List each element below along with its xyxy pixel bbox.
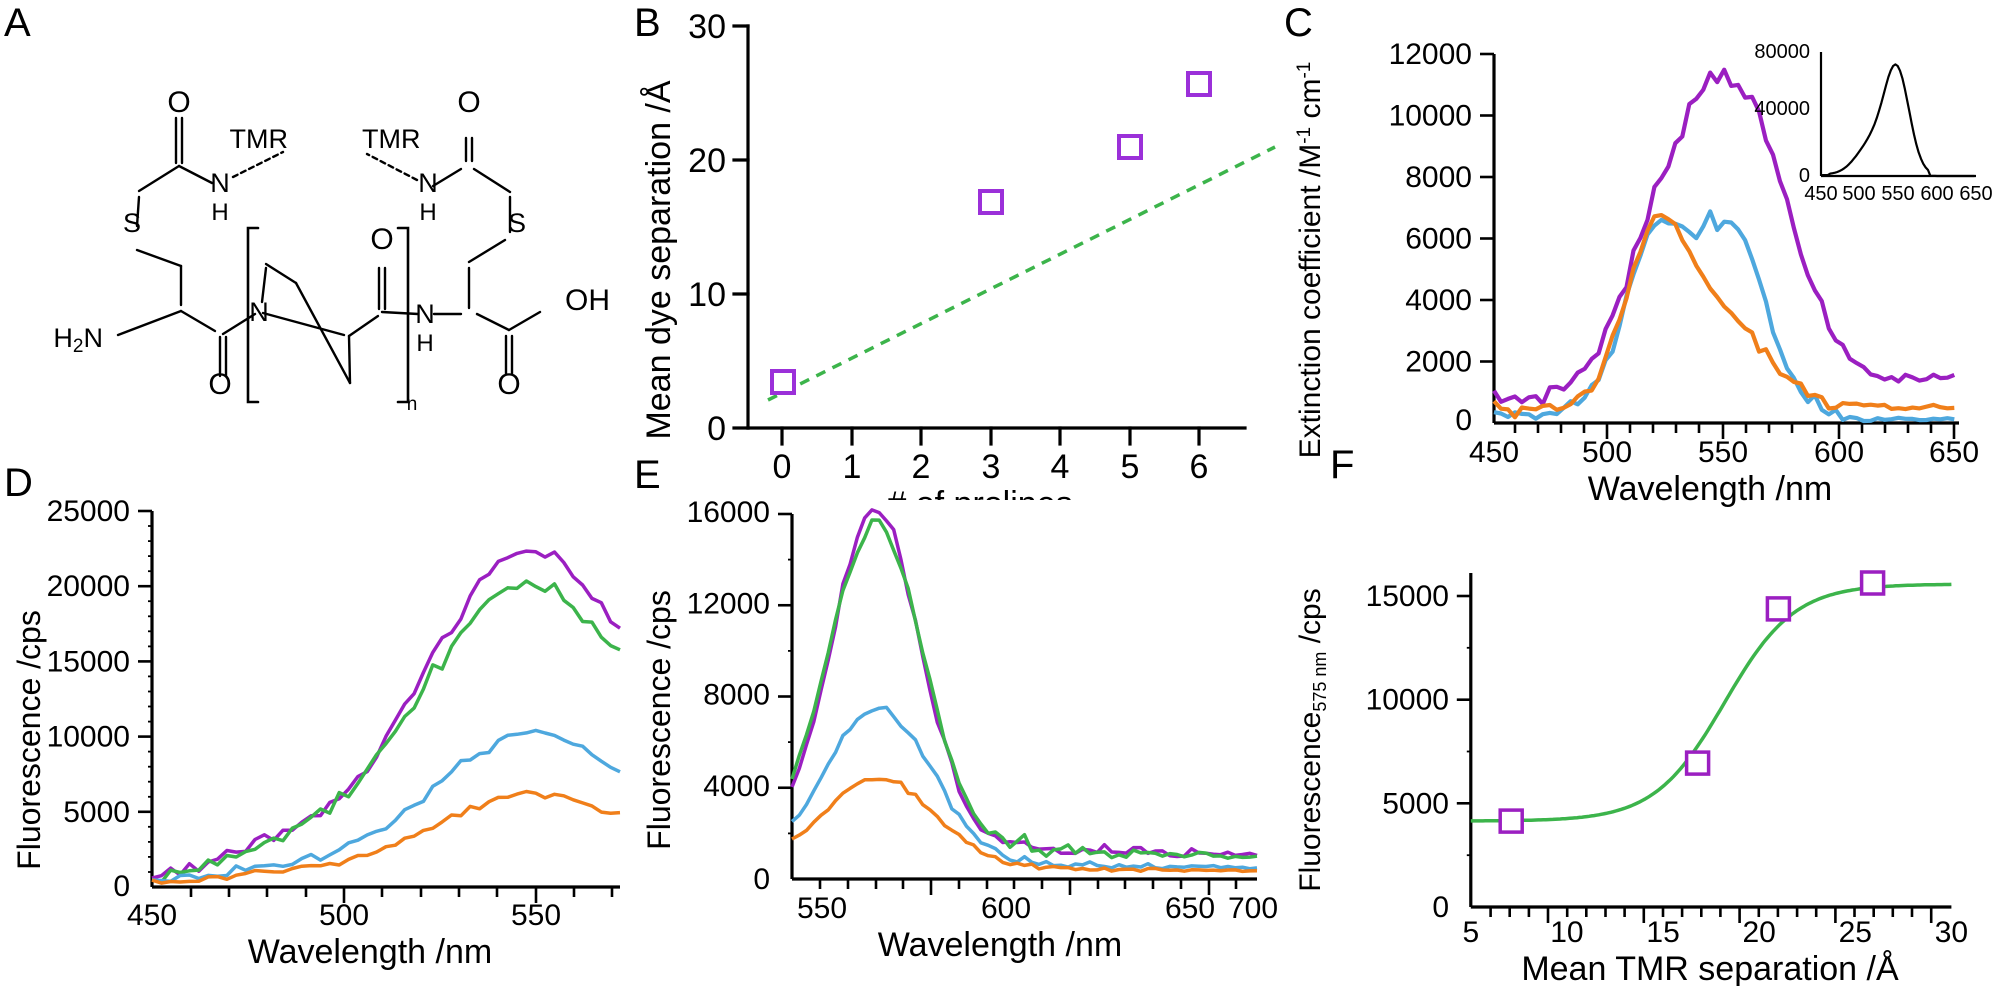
svg-text:O: O <box>208 368 231 401</box>
svg-text:TMR: TMR <box>230 124 288 154</box>
svg-text:H: H <box>211 199 228 226</box>
svg-text:5000: 5000 <box>1382 787 1449 820</box>
svg-text:550: 550 <box>797 892 847 925</box>
svg-text:2000: 2000 <box>1405 346 1472 379</box>
svg-text:5000: 5000 <box>63 796 130 829</box>
svg-text:4000: 4000 <box>703 770 770 803</box>
svg-text:Mean dye separation /Å: Mean dye separation /Å <box>640 80 678 439</box>
svg-text:450: 450 <box>127 899 177 932</box>
svg-text:0: 0 <box>753 863 770 896</box>
svg-text:C: C <box>1284 1 1313 45</box>
svg-text:600: 600 <box>1814 436 1864 469</box>
svg-text:16000: 16000 <box>687 496 770 529</box>
svg-text:H2N: H2N <box>53 323 103 357</box>
svg-text:E: E <box>634 453 661 497</box>
svg-text:D: D <box>4 461 33 505</box>
svg-text:O: O <box>457 86 480 119</box>
svg-text:550: 550 <box>511 899 561 932</box>
svg-text:700: 700 <box>1228 892 1278 925</box>
svg-text:A: A <box>4 1 31 45</box>
svg-text:1: 1 <box>843 448 862 486</box>
svg-text:600: 600 <box>981 892 1031 925</box>
svg-text:30: 30 <box>1935 916 1968 949</box>
svg-text:10: 10 <box>1550 916 1583 949</box>
svg-text:H: H <box>419 199 436 226</box>
svg-text:F: F <box>1330 443 1354 487</box>
svg-text:10000: 10000 <box>1389 100 1472 133</box>
svg-text:H: H <box>416 330 433 357</box>
svg-text:Extinction coefficient /M-1 cm: Extinction coefficient /M-1 cm-1 <box>1294 62 1327 459</box>
svg-text:S: S <box>123 208 141 238</box>
svg-text:N: N <box>210 168 230 198</box>
svg-text:6: 6 <box>1190 448 1209 486</box>
svg-text:600: 600 <box>1920 183 1953 205</box>
svg-text:5: 5 <box>1462 916 1479 949</box>
svg-text:650: 650 <box>1959 183 1992 205</box>
svg-text:25: 25 <box>1839 916 1872 949</box>
svg-text:450: 450 <box>1804 183 1837 205</box>
svg-text:5: 5 <box>1121 448 1140 486</box>
svg-text:8000: 8000 <box>703 679 770 712</box>
svg-text:10: 10 <box>688 276 726 314</box>
svg-text:Wavelength /nm: Wavelength /nm <box>878 926 1122 964</box>
svg-text:Mean TMR separation /Å: Mean TMR separation /Å <box>1521 950 1899 986</box>
svg-text:550: 550 <box>1881 183 1914 205</box>
svg-text:3: 3 <box>982 448 1001 486</box>
svg-text:650: 650 <box>1929 436 1979 469</box>
svg-text:15000: 15000 <box>1366 580 1449 613</box>
svg-text:10000: 10000 <box>1366 684 1449 717</box>
svg-text:S: S <box>508 208 526 238</box>
svg-text:450: 450 <box>1469 436 1519 469</box>
svg-text:15000: 15000 <box>47 645 130 678</box>
svg-text:O: O <box>370 223 393 256</box>
svg-text:N: N <box>418 168 438 198</box>
svg-text:n: n <box>407 394 418 415</box>
svg-text:O: O <box>497 368 520 401</box>
svg-text:10000: 10000 <box>47 721 130 754</box>
svg-text:O: O <box>167 86 190 119</box>
svg-text:25000: 25000 <box>47 495 130 528</box>
svg-text:20000: 20000 <box>47 570 130 603</box>
svg-text:12000: 12000 <box>1389 38 1472 71</box>
svg-text:Fluorescence575 nm /cps: Fluorescence575 nm /cps <box>1294 588 1330 892</box>
svg-text:20: 20 <box>688 142 726 180</box>
svg-text:0: 0 <box>773 448 792 486</box>
svg-text:550: 550 <box>1698 436 1748 469</box>
svg-text:0: 0 <box>707 410 726 448</box>
svg-text:12000: 12000 <box>687 587 770 620</box>
svg-text:500: 500 <box>1842 183 1875 205</box>
svg-text:2: 2 <box>912 448 931 486</box>
svg-text:TMR: TMR <box>362 124 420 154</box>
svg-text:4: 4 <box>1051 448 1070 486</box>
svg-text:N: N <box>249 297 269 327</box>
svg-text:4000: 4000 <box>1405 284 1472 317</box>
svg-text:6000: 6000 <box>1405 223 1472 256</box>
svg-text:500: 500 <box>319 899 369 932</box>
svg-text:15: 15 <box>1646 916 1679 949</box>
svg-text:650: 650 <box>1165 892 1215 925</box>
svg-text:Wavelength /nm: Wavelength /nm <box>248 933 492 971</box>
svg-text:80000: 80000 <box>1754 41 1810 63</box>
svg-text:30: 30 <box>688 8 726 46</box>
svg-text:Fluorescence /cps: Fluorescence /cps <box>11 610 47 870</box>
svg-text:0: 0 <box>1432 891 1449 924</box>
svg-text:20: 20 <box>1743 916 1776 949</box>
svg-text:40000: 40000 <box>1754 98 1810 120</box>
svg-text:500: 500 <box>1582 436 1632 469</box>
svg-text:0: 0 <box>1455 404 1472 437</box>
svg-text:N: N <box>415 299 435 329</box>
svg-text:B: B <box>634 1 661 45</box>
svg-text:OH: OH <box>565 284 610 317</box>
svg-text:8000: 8000 <box>1405 161 1472 194</box>
svg-text:Fluorescence /cps: Fluorescence /cps <box>641 590 677 850</box>
